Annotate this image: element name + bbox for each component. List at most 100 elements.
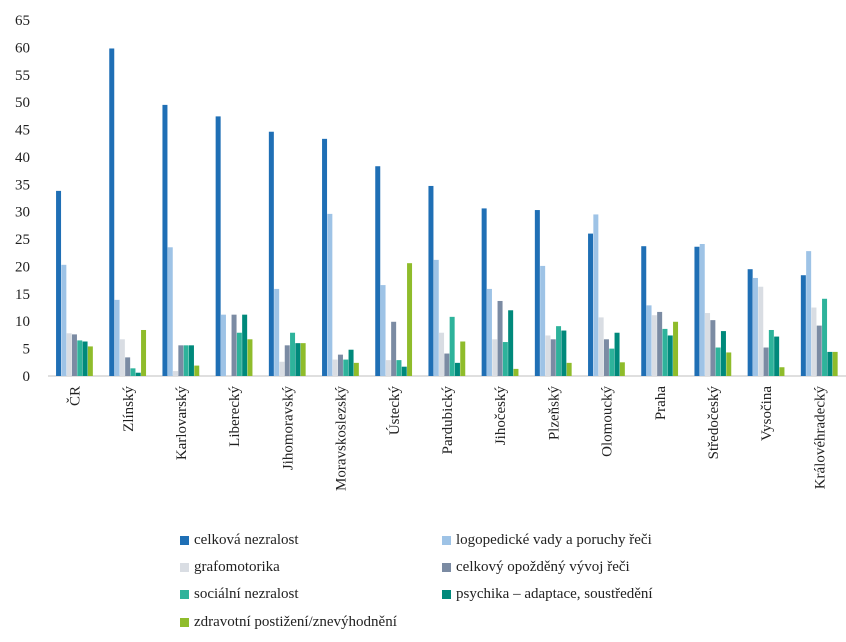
y-tick-label: 0	[23, 369, 31, 385]
bar	[114, 299, 120, 376]
x-tick-label: Olomoucký	[600, 386, 616, 457]
bar	[353, 362, 359, 376]
legend-swatch	[180, 536, 189, 545]
legend-swatch	[442, 536, 451, 545]
legend-swatch	[180, 590, 189, 599]
bar	[486, 288, 492, 376]
bar	[822, 298, 828, 376]
bar	[247, 339, 253, 376]
bar	[710, 320, 716, 376]
y-tick-label: 5	[23, 342, 31, 358]
bar	[61, 264, 67, 376]
legend-swatch	[180, 618, 189, 627]
y-axis: 0 5 10 15 20 25 30 35 40 45 50 55 60 65	[15, 13, 30, 385]
x-tick-label: Vysočina	[759, 386, 775, 441]
legend-item: zdravotní postižení/znevýhodnění	[180, 614, 397, 631]
bar	[497, 300, 503, 376]
legend-item: sociální nezralost	[180, 586, 299, 603]
bar	[141, 329, 147, 376]
y-tick-label: 45	[15, 123, 30, 139]
x-tick-label: Středočeský	[706, 386, 722, 460]
x-tick-label: Jihomoravský	[280, 386, 296, 471]
x-tick-label: Zlínský	[121, 386, 137, 432]
bar	[178, 345, 184, 376]
legend-item: grafomotorika	[180, 559, 280, 576]
bar	[322, 138, 328, 376]
x-tick-label: Jihočeský	[493, 386, 509, 446]
bar	[391, 321, 397, 376]
y-tick-label: 30	[15, 205, 30, 221]
legend-label: grafomotorika	[194, 559, 280, 575]
x-axis: ČR Zlínský Karlovarský Liberecký Jihomoravsk…	[48, 375, 846, 491]
legend-swatch	[442, 563, 451, 572]
bar	[699, 244, 705, 376]
legend-item: psychika – adaptace, soustředění	[442, 586, 653, 603]
bar	[87, 346, 93, 376]
x-tick-label: Královéhradecký	[812, 386, 828, 490]
y-tick-label: 10	[15, 314, 30, 330]
bar	[561, 330, 567, 376]
bar	[433, 259, 439, 376]
bar	[449, 316, 455, 376]
bar	[779, 367, 785, 376]
bar	[290, 332, 296, 376]
bar	[109, 48, 115, 376]
y-tick-label: 25	[15, 232, 30, 248]
legend-label: sociální nezralost	[194, 586, 299, 602]
bar	[173, 371, 179, 376]
bar	[540, 265, 546, 376]
bar	[673, 321, 679, 376]
bar	[220, 314, 226, 376]
bar-chart: 0 5 10 15 20 25 30 35 40 45 50 55 60 65 ČR Zlínský Karl…	[15, 13, 846, 491]
bar	[619, 362, 625, 376]
bar	[768, 329, 774, 376]
bar	[236, 332, 242, 376]
bar	[71, 334, 77, 376]
bar	[534, 210, 540, 376]
bar	[614, 332, 620, 376]
bar	[598, 317, 604, 376]
x-tick-label: Karlovarský	[174, 386, 190, 461]
legend-label: celkový opožděný vývoj řeči	[456, 559, 630, 575]
bar	[763, 347, 769, 376]
bar	[550, 339, 556, 376]
y-tick-label: 20	[15, 259, 30, 275]
bar	[758, 286, 764, 376]
y-tick-label: 50	[15, 95, 30, 111]
legend-item: logopedické vady a poruchy řeči	[442, 532, 652, 549]
bar	[832, 351, 838, 376]
bar	[806, 251, 812, 376]
y-tick-label: 65	[15, 13, 30, 29]
bar	[667, 335, 673, 376]
bar	[454, 362, 460, 376]
legend-swatch	[180, 563, 189, 572]
bar	[125, 357, 131, 376]
bar	[119, 339, 125, 376]
bar	[609, 348, 615, 376]
bar	[641, 246, 647, 376]
bar	[167, 247, 173, 376]
bar	[747, 269, 753, 376]
bar	[194, 365, 200, 376]
bar	[502, 342, 508, 376]
bar	[327, 213, 333, 376]
bar	[752, 277, 758, 376]
bar	[407, 263, 413, 376]
legend-label: celková nezralost	[194, 532, 299, 548]
bar	[380, 285, 386, 376]
x-tick-label: ČR	[67, 386, 84, 406]
bar	[720, 331, 726, 376]
bar	[401, 366, 407, 376]
bar	[657, 311, 663, 376]
bar	[375, 166, 381, 376]
bar	[337, 354, 343, 376]
bar	[284, 345, 290, 376]
legend-swatch	[442, 590, 451, 599]
legend-item: celková nezralost	[180, 532, 299, 549]
bar	[662, 328, 668, 376]
bar	[162, 104, 168, 376]
bar	[715, 347, 721, 376]
bar	[300, 343, 306, 376]
bar	[332, 359, 338, 376]
bar	[481, 208, 487, 376]
